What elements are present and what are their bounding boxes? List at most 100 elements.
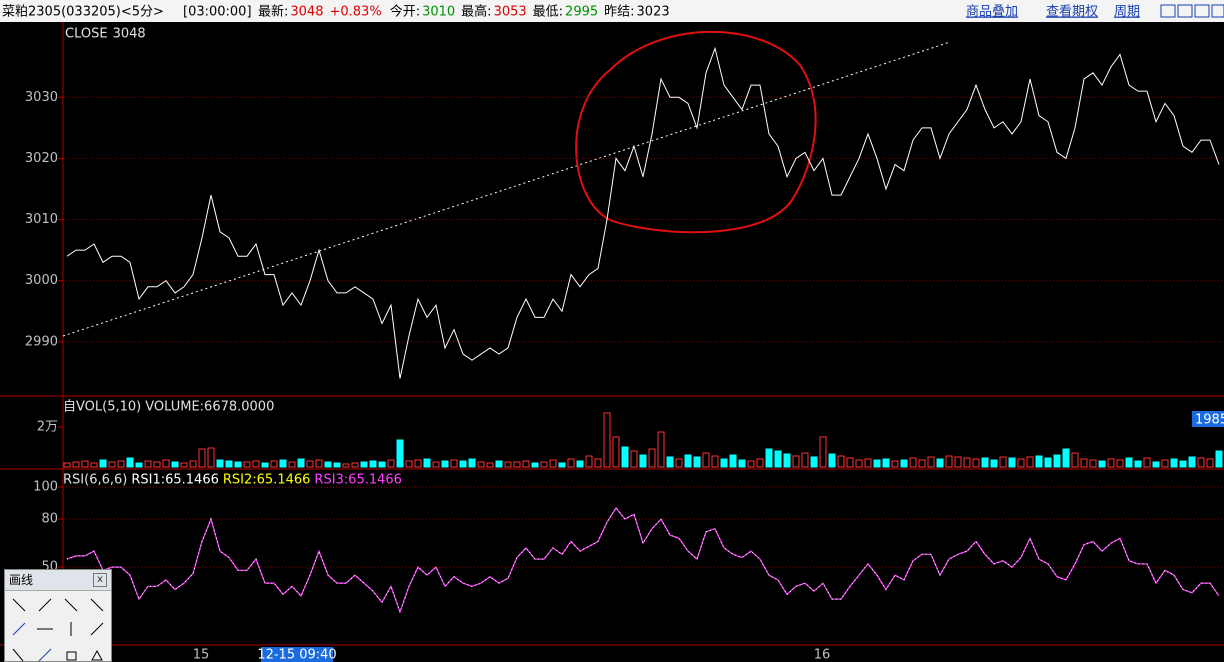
button[interactable] [1194,4,1210,18]
volume-bar [972,458,980,468]
volume-bar [837,455,845,468]
tool[interactable] [90,598,104,612]
tool[interactable] [91,649,103,661]
volume-bar [513,461,521,468]
series-line [66,506,1220,614]
volume-bar [657,431,665,468]
volume-bar [351,462,359,468]
volume-bar [486,462,494,468]
trend-line [62,41,951,337]
volume-bar [1107,458,1115,468]
tool[interactable] [66,651,77,661]
volume-bar [774,450,782,468]
volume-bar [1125,457,1133,468]
volume-bar [396,439,404,468]
volume-bar [189,460,197,468]
menu-item[interactable]: 周期 [1114,5,1140,20]
volume-bar [1215,450,1223,468]
button[interactable] [1211,4,1224,18]
volume-bar [171,461,179,468]
volume-bar [1161,459,1169,468]
volume-bar [261,462,269,468]
series-line [66,46,1220,379]
cursor-box [261,647,333,662]
volume-bar [459,460,467,468]
indicator-readout: VOLUME:6678.0000 [145,400,274,415]
volume-bar [288,461,296,468]
volume-bar [477,461,485,468]
volume-bar [1017,458,1025,468]
volume-bar [621,446,629,468]
tool[interactable] [38,648,52,662]
volume-bar [729,454,737,468]
volume-bar [603,412,611,468]
volume-bar [108,461,116,468]
circle-annotation [575,30,817,234]
volume-bar [900,459,908,468]
volume-bar [369,460,377,468]
volume-bar [945,455,953,468]
volume-bar [162,459,170,468]
volume-bar [756,458,764,468]
volume-bar [792,455,800,468]
field-value: 2995 [565,5,598,20]
volume-bar [594,458,602,468]
y-tick-label: 3030 [25,90,58,105]
tool[interactable] [38,598,52,612]
volume-bar [1026,456,1034,468]
volume-bar [441,460,449,468]
menu-item[interactable]: 查看期权 [1046,4,1098,20]
volume-bar [990,459,998,468]
volume-bar [495,460,503,468]
volume-bar [1134,460,1142,468]
tool[interactable] [64,598,78,612]
y-tick-label: 2万 [37,420,58,435]
volume-bar [981,457,989,468]
volume-bar [1098,460,1106,468]
volume-bar [801,452,809,468]
volume-bar [135,462,143,468]
tool[interactable] [12,598,26,612]
volume-bar [432,461,440,468]
volume-bar [207,447,215,468]
volume-bar [117,460,125,468]
tool-icons [12,598,104,662]
draw-toolbox: 画线 x [4,569,112,662]
volume-bar [1089,459,1097,468]
volume-bar [720,458,728,468]
volume-bar [180,462,188,468]
volume-bar [1080,458,1088,468]
indicator-value: 3048 [113,27,146,42]
field-label: 最高: [461,4,491,20]
volume-bar [198,448,206,468]
volume-bar [531,462,539,468]
volume-bar [522,460,530,468]
tool[interactable] [90,622,104,636]
button[interactable] [1160,4,1176,18]
volume-bar [846,457,854,468]
volume-bar [810,456,818,468]
volume-bar [738,459,746,468]
frames [0,22,1224,646]
field-label: 最新: [258,4,288,20]
button[interactable] [1177,4,1193,18]
toolbox-title: 画线 [5,570,111,591]
volume-bar [243,461,251,468]
volume-bar [423,458,431,468]
volume-bar [576,460,584,468]
indicator-name: 自VOL(5,10) [63,400,141,415]
volume-bar [504,461,512,468]
header-bar [0,0,1224,22]
volume-bar [216,459,224,468]
y-tick-label: 3020 [25,151,58,166]
tool[interactable] [12,622,26,636]
field-label: 今开: [390,4,420,20]
volume-bar [297,458,305,468]
tool[interactable] [12,648,24,662]
close-button[interactable]: x [93,573,107,587]
volume-bar [414,459,422,468]
menu-item[interactable]: 商品叠加 [966,5,1018,20]
volume-bar [882,458,890,468]
volume-bar [126,457,134,468]
field-value: 3053 [494,5,527,20]
